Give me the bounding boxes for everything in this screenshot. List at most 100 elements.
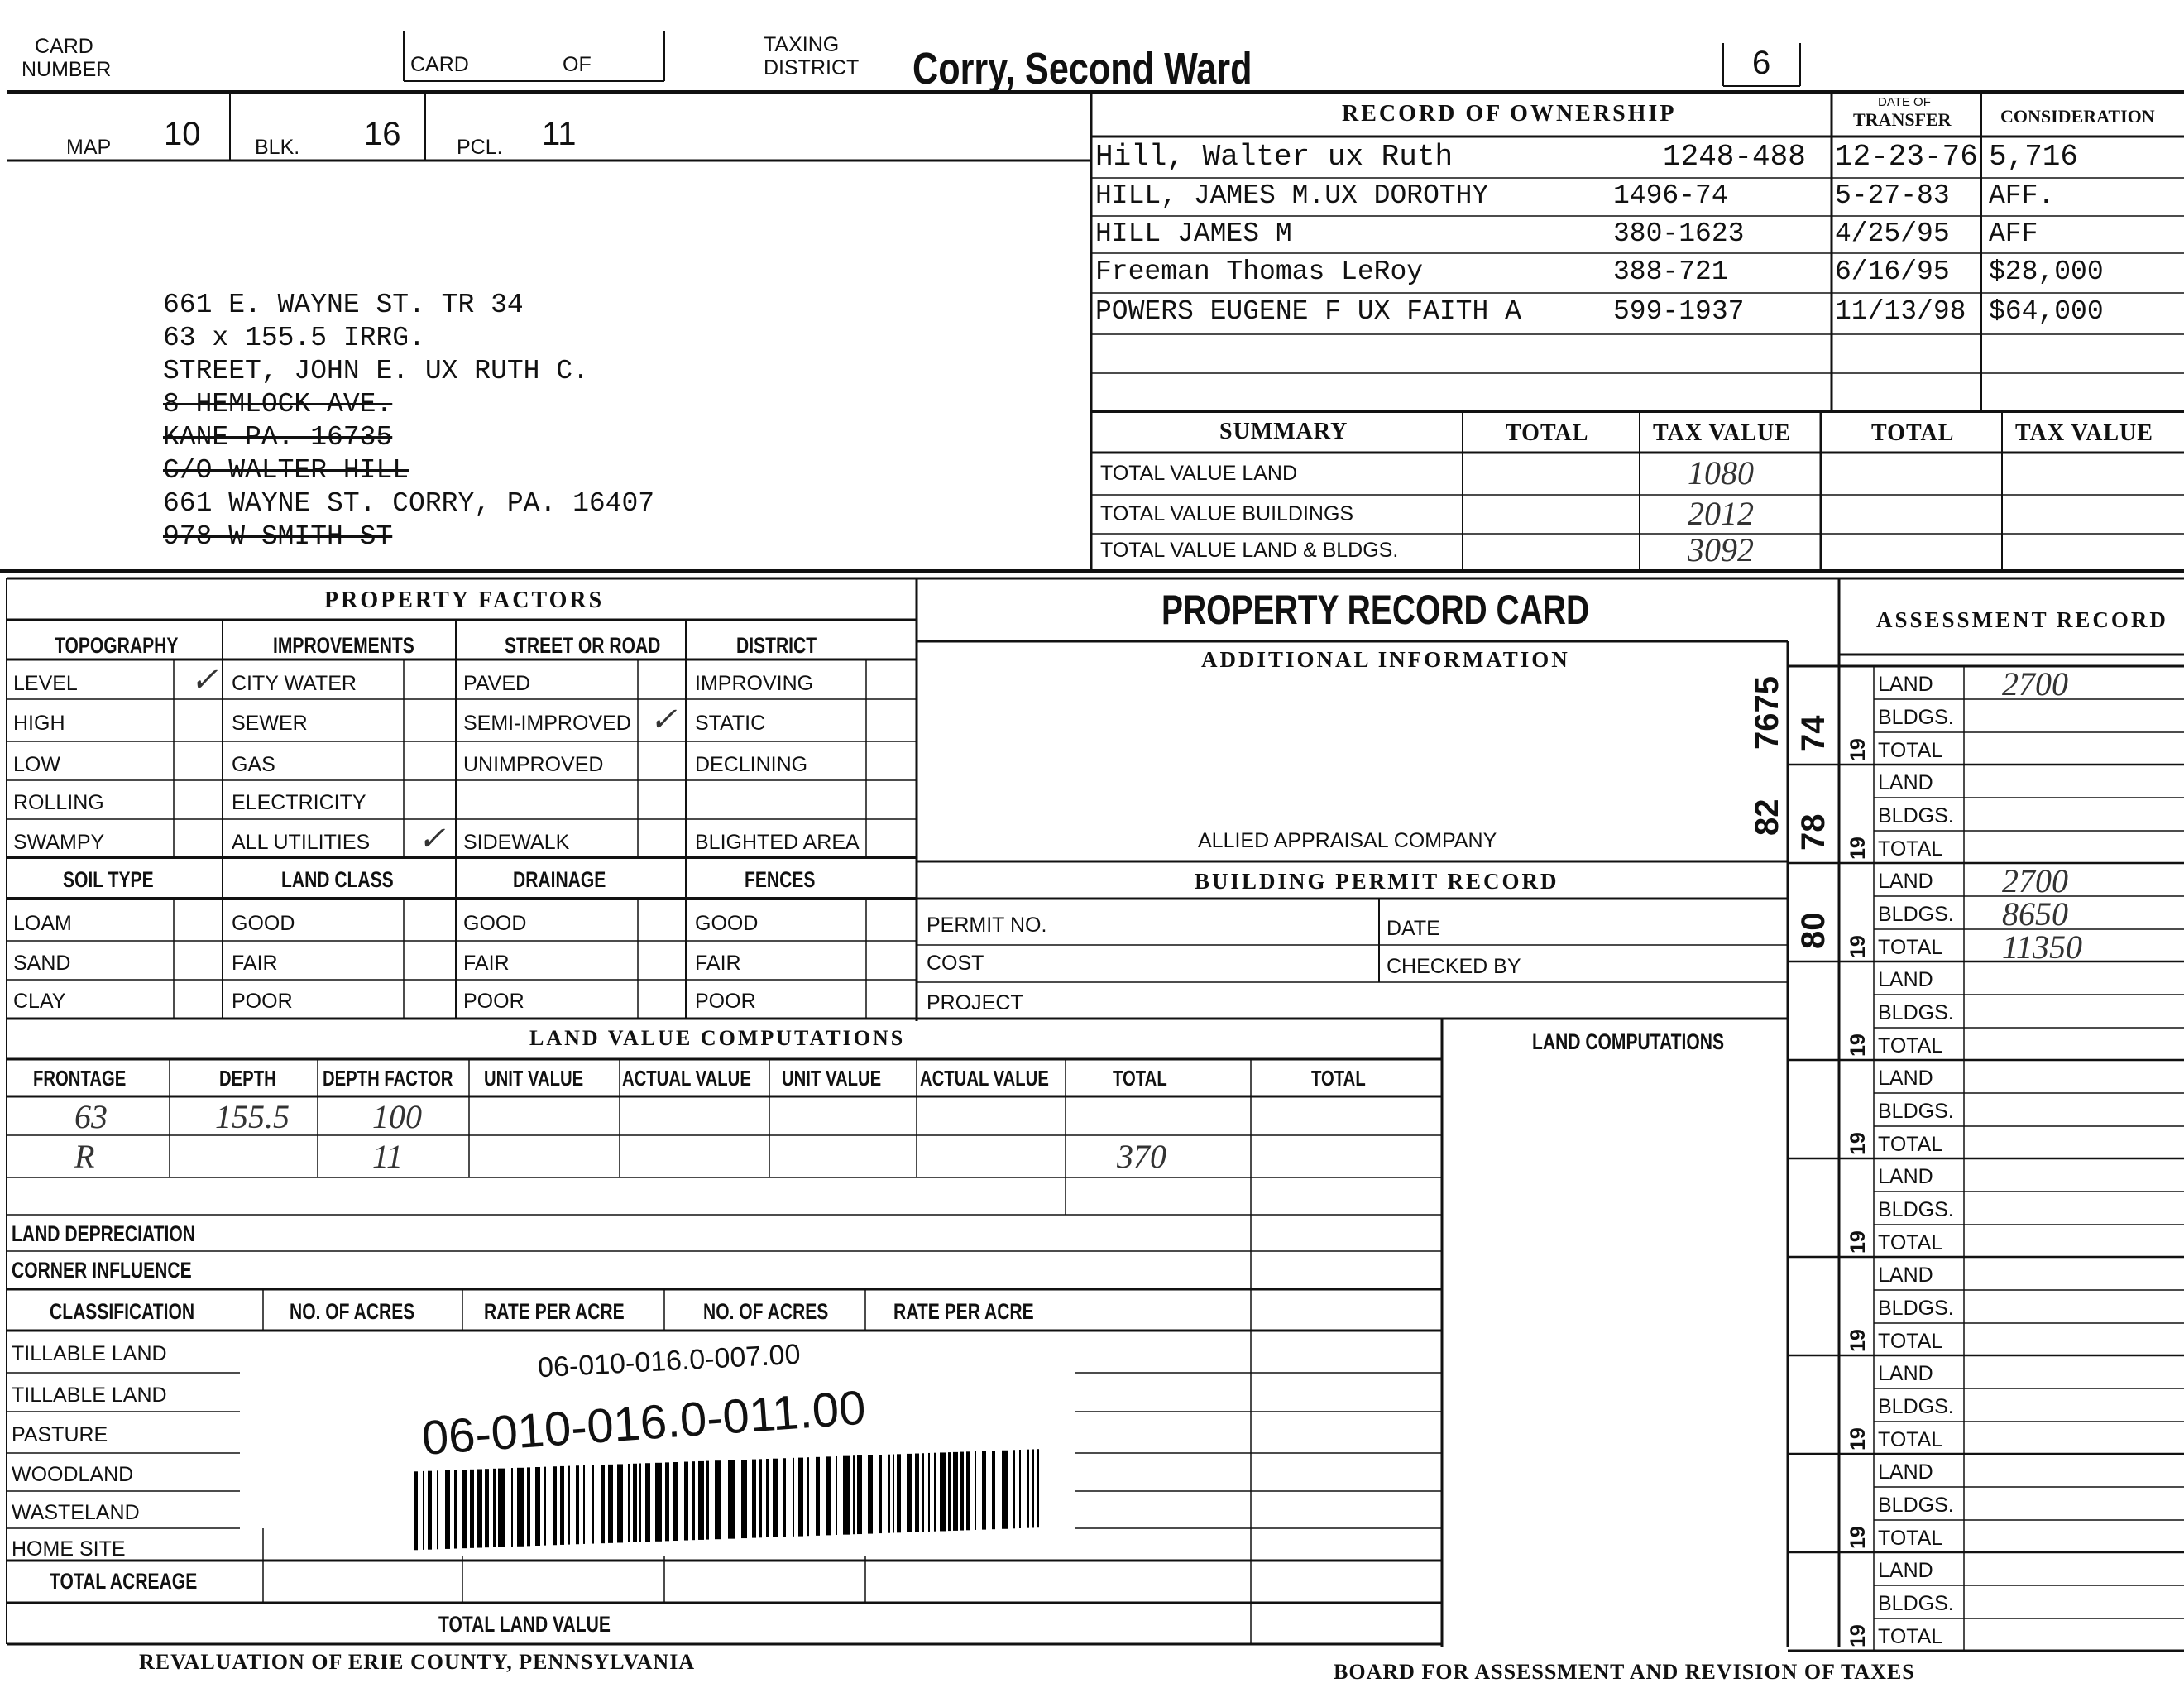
date-of-label: DATE OF xyxy=(1878,95,1931,109)
barcode-bar xyxy=(684,1461,688,1541)
map-value: 10 xyxy=(164,116,201,152)
barcode-bar xyxy=(592,1465,594,1544)
taxing-district-value: Corry, Second Ward xyxy=(912,44,1252,94)
deed-book-page: 380-1623 xyxy=(1613,218,1745,249)
card-label: CARD xyxy=(410,53,469,76)
barcode-bar xyxy=(798,1457,803,1537)
barcode-bar xyxy=(766,1458,769,1537)
blk-value: 16 xyxy=(364,116,401,152)
assessment-bldgs-label: BLDGS. xyxy=(1878,1001,1954,1024)
classification-item: WASTELAND xyxy=(12,1501,140,1524)
barcode-bar xyxy=(728,1460,735,1539)
assessment-land-label: LAND xyxy=(1878,771,1933,794)
barcode-bar xyxy=(826,1456,831,1536)
barcode-bar xyxy=(960,1451,964,1531)
checkmark-icon[interactable]: ✓ xyxy=(418,820,446,857)
checkmark-icon[interactable]: ✓ xyxy=(190,661,218,698)
barcode-bar xyxy=(462,1470,467,1549)
address-line: C/O WALTER HILL xyxy=(163,455,410,486)
factor-item: BLIGHTED AREA xyxy=(695,831,860,854)
assessment-total-label: TOTAL xyxy=(1878,1428,1943,1451)
factor-item: IMPROVING xyxy=(695,672,814,695)
project-label: PROJECT xyxy=(927,991,1023,1014)
barcode-label: 06-010-016.0-007.00 06-010-016.0-011.00 xyxy=(397,1336,1075,1556)
column-header: TOTAL xyxy=(1113,1066,1167,1091)
barcode-bar xyxy=(1013,1450,1015,1529)
barcode-bar xyxy=(517,1467,524,1547)
assessment-land-value: 2700 xyxy=(2002,665,2068,703)
factor-group-header: FENCES xyxy=(745,867,816,892)
assessment-total-label: TOTAL xyxy=(1878,936,1943,959)
assessment-year-prefix: 19 xyxy=(1846,1427,1870,1451)
classification-header: RATE PER ACRE xyxy=(893,1299,1034,1324)
assessment-year-prefix: 19 xyxy=(1846,1526,1870,1549)
factor-item: STATIC xyxy=(695,712,766,735)
summary-row-label: TOTAL VALUE LAND & BLDGS. xyxy=(1100,539,1399,562)
factor-item: GAS xyxy=(232,753,275,776)
consideration: $28,000 xyxy=(1989,257,2104,287)
barcode-bar xyxy=(982,1451,986,1530)
address-line: KANE PA. 16735 xyxy=(163,422,393,453)
summary-total-header-2: TOTAL xyxy=(1871,420,1955,446)
factor-item: UNIMPROVED xyxy=(463,753,604,776)
checkmark-icon[interactable]: ✓ xyxy=(649,701,678,738)
barcode-bar xyxy=(470,1469,474,1548)
factor-group-header: STREET OR ROAD xyxy=(505,633,661,658)
barcode-bar xyxy=(535,1467,540,1547)
factor-item: DECLINING xyxy=(695,753,808,776)
summary-row-label: TOTAL VALUE BUILDINGS xyxy=(1100,502,1354,525)
barcode-bar xyxy=(617,1464,623,1543)
assessment-land-value: 2700 xyxy=(2002,862,2068,899)
summary-tax-value: 1080 xyxy=(1688,454,1754,492)
assessment-bldgs-value: 8650 xyxy=(2002,895,2068,933)
barcode-bar xyxy=(1002,1450,1008,1529)
barcode-bar xyxy=(445,1470,450,1549)
factor-item: ROLLING xyxy=(13,791,104,814)
barcode-bar xyxy=(715,1460,721,1540)
barcode-bar xyxy=(879,1455,882,1534)
deed-book-page: 388-721 xyxy=(1613,257,1728,287)
assessment-bldgs-label: BLDGS. xyxy=(1878,1100,1954,1123)
corner-influence-label: CORNER INFLUENCE xyxy=(12,1258,192,1283)
assessment-land-label: LAND xyxy=(1878,1362,1933,1385)
factor-group-header: DRAINAGE xyxy=(513,867,606,892)
depth-factor-value: 11 xyxy=(372,1138,404,1175)
classification-header: RATE PER ACRE xyxy=(484,1299,625,1324)
factor-item: SAND xyxy=(13,952,71,975)
assessment-year-prefix: 19 xyxy=(1846,837,1870,860)
barcode-bar xyxy=(1019,1450,1021,1529)
summary-title: SUMMARY xyxy=(1219,419,1348,444)
building-permit-title: BUILDING PERMIT RECORD xyxy=(1195,869,1559,894)
barcode-bar xyxy=(934,1452,936,1532)
assessment-total-label: TOTAL xyxy=(1878,1133,1943,1156)
total-acreage-label: TOTAL ACREAGE xyxy=(50,1569,198,1594)
factor-item: FAIR xyxy=(232,952,278,975)
factor-item: GOOD xyxy=(463,912,527,935)
assessment-year-stamp: 78 xyxy=(1795,813,1832,851)
appraiser-name: ALLIED APPRAISAL COMPANY xyxy=(1198,829,1497,852)
classification-item: WOODLAND xyxy=(12,1463,134,1486)
assessment-land-label: LAND xyxy=(1878,1067,1933,1090)
summary-tax-header-2: TAX VALUE xyxy=(2015,420,2153,446)
assessment-total-label: TOTAL xyxy=(1878,1527,1943,1550)
barcode-bar xyxy=(915,1453,919,1532)
consideration: AFF. xyxy=(1989,180,2055,211)
factor-item: ELECTRICITY xyxy=(232,791,366,814)
factor-item: FAIR xyxy=(695,952,741,975)
assessment-year-prefix: 19 xyxy=(1846,738,1870,761)
column-header: DEPTH FACTOR xyxy=(323,1066,453,1091)
land-value-title: LAND VALUE COMPUTATIONS xyxy=(529,1026,906,1050)
barcode-bar xyxy=(628,1463,630,1542)
assessment-bldgs-label: BLDGS. xyxy=(1878,1297,1954,1320)
barcode xyxy=(414,1449,1039,1551)
factor-group-header: IMPROVEMENTS xyxy=(273,633,414,658)
barcode-bar xyxy=(783,1458,786,1537)
barcode-bar xyxy=(560,1465,564,1545)
classification-header: CLASSIFICATION xyxy=(50,1299,195,1324)
footer-right: BOARD FOR ASSESSMENT AND REVISION OF TAX… xyxy=(1334,1660,1915,1684)
factor-item: PAVED xyxy=(463,672,531,695)
barcode-bar xyxy=(1027,1449,1029,1528)
factor-item: SEMI-IMPROVED xyxy=(463,712,631,735)
barcode-bar xyxy=(1037,1449,1039,1528)
